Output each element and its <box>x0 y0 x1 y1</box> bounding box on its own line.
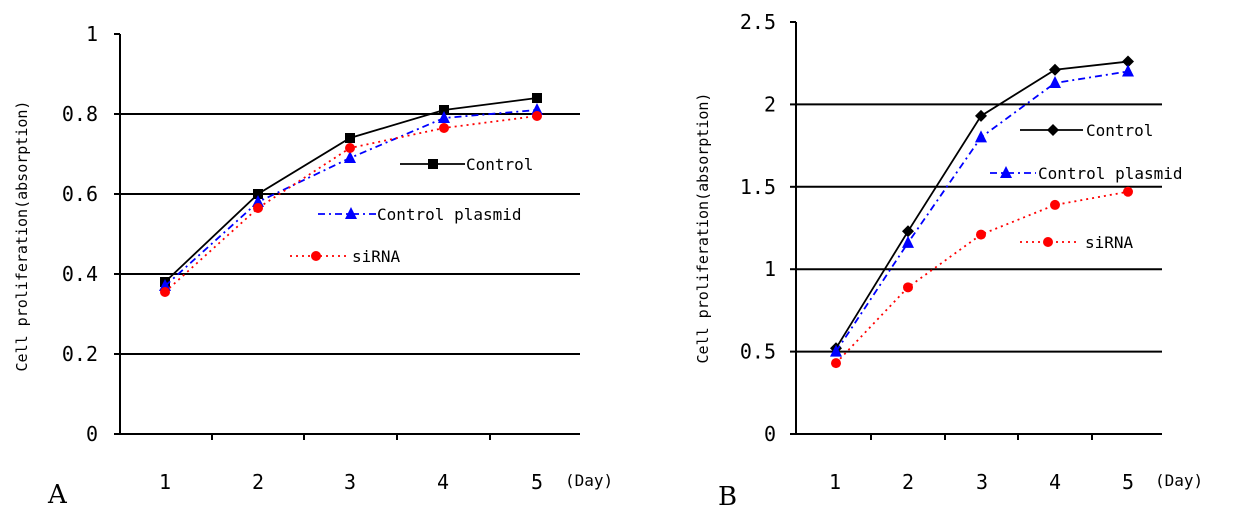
data-point <box>1049 75 1061 88</box>
series-control-plasmid <box>830 64 1134 357</box>
series-control-plasmid <box>159 103 543 291</box>
data-point <box>1123 186 1133 197</box>
data-point <box>902 235 914 248</box>
data-point <box>902 225 914 238</box>
legend-marker <box>1047 124 1059 136</box>
series-sirna <box>831 186 1133 369</box>
data-point <box>1049 63 1061 76</box>
panel-label: B <box>718 482 737 508</box>
data-point <box>1050 199 1060 210</box>
data-point <box>160 287 170 297</box>
data-point <box>1122 64 1134 77</box>
data-point <box>345 133 355 143</box>
y-tick-label: 2.5 <box>740 10 776 34</box>
legend-label: Control plasmid <box>377 205 522 224</box>
series-control <box>830 55 1134 355</box>
x-tick-label: 4 <box>437 470 449 494</box>
data-point <box>1122 55 1134 68</box>
legend-label: Control <box>466 155 533 174</box>
y-tick-label: 0 <box>764 422 776 446</box>
y-tick-label: 2 <box>764 92 776 116</box>
data-point <box>253 203 263 213</box>
data-point <box>532 93 542 103</box>
chart-panel-a: 0 0.2 0.4 0.6 0.8 1 1 2 3 4 5 (Day) Cell proliferati… <box>13 22 613 508</box>
series-sirna <box>160 111 542 297</box>
y-tick-label: 0.5 <box>740 340 776 364</box>
x-tick-label: 4 <box>1049 470 1061 494</box>
series-line <box>164 97 538 283</box>
y-axis-label: Cell proliferation(absorption) <box>694 93 712 364</box>
legend-marker <box>345 207 357 219</box>
x-unit-label: (Day) <box>1155 471 1203 490</box>
legend-label: siRNA <box>352 247 401 266</box>
data-point <box>831 358 841 369</box>
data-point <box>438 111 450 123</box>
legend-marker <box>1000 166 1012 178</box>
x-tick-label: 5 <box>531 470 543 494</box>
data-point <box>903 282 913 293</box>
panel-label: A <box>47 480 68 508</box>
legend-marker <box>1043 237 1053 247</box>
x-tick-label: 2 <box>252 470 264 494</box>
y-tick-label: 0.6 <box>62 182 98 206</box>
data-point <box>532 111 542 121</box>
data-point <box>345 143 355 153</box>
legend-label: Control <box>1086 121 1153 140</box>
x-tick-label: 3 <box>976 470 988 494</box>
x-tick-label: 1 <box>159 470 171 494</box>
y-tick-label: 1 <box>764 257 776 281</box>
x-tick-label: 3 <box>344 470 356 494</box>
data-point <box>344 151 356 163</box>
x-tick-label: 5 <box>1122 470 1134 494</box>
data-point <box>253 189 263 199</box>
x-tick-label: 1 <box>829 470 841 494</box>
y-tick-label: 0.8 <box>62 102 98 126</box>
data-point <box>976 229 986 240</box>
x-tick-label: 2 <box>902 470 914 494</box>
data-point <box>439 123 449 133</box>
data-point <box>975 109 987 122</box>
chart-panel-b: 0 0.5 1 1.5 2 2.5 1 2 3 4 5 (Day) Cell proliferation… <box>694 10 1203 508</box>
data-point <box>975 130 987 143</box>
y-tick-label: 1 <box>86 22 98 46</box>
legend-marker <box>428 159 438 169</box>
y-tick-label: 0 <box>86 422 98 446</box>
legend-label: Control plasmid <box>1038 164 1183 183</box>
y-tick-label: 0.2 <box>62 342 98 366</box>
x-unit-label: (Day) <box>565 471 613 490</box>
y-tick-label: 1.5 <box>740 175 776 199</box>
legend-label: siRNA <box>1085 233 1134 252</box>
legend-marker <box>311 251 321 261</box>
data-point <box>830 344 842 357</box>
y-axis-label: Cell proliferation(absorption) <box>13 101 31 372</box>
y-tick-label: 0.4 <box>62 262 98 286</box>
data-point <box>439 105 449 115</box>
